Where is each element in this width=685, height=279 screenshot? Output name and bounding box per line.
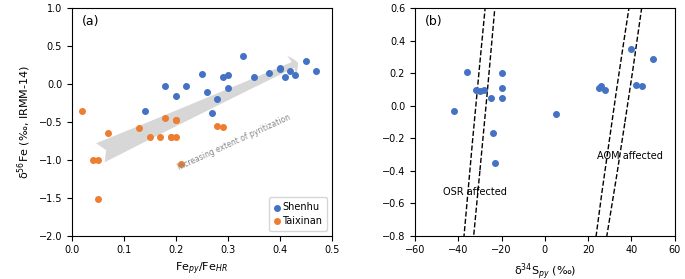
- Shenhu: [207, 111, 218, 115]
- Point: [596, 84, 607, 88]
- Shenhu: [197, 71, 208, 76]
- Point: [626, 47, 637, 51]
- Shenhu: [311, 69, 322, 73]
- Taixinan: [87, 158, 98, 162]
- Shenhu: [223, 86, 234, 90]
- Shenhu: [171, 93, 182, 98]
- Point: [496, 86, 507, 90]
- Shenhu: [139, 109, 150, 113]
- Shenhu: [223, 73, 234, 77]
- Shenhu: [285, 68, 296, 73]
- Shenhu: [249, 74, 260, 79]
- Taixinan: [92, 197, 103, 202]
- Taixinan: [171, 117, 182, 122]
- Taixinan: [165, 135, 176, 140]
- Shenhu: [238, 54, 249, 58]
- Point: [485, 95, 496, 100]
- Point: [487, 131, 498, 136]
- X-axis label: Fe$_{py}$/Fe$_{HR}$: Fe$_{py}$/Fe$_{HR}$: [175, 261, 228, 277]
- Shenhu: [279, 74, 290, 79]
- Text: (b): (b): [425, 15, 443, 28]
- Taixinan: [217, 125, 228, 130]
- Point: [496, 71, 507, 76]
- Point: [637, 84, 648, 88]
- Taixinan: [77, 109, 88, 113]
- Taixinan: [103, 131, 114, 136]
- Text: (a): (a): [82, 15, 100, 28]
- Point: [593, 86, 604, 90]
- Taixinan: [175, 162, 186, 166]
- X-axis label: δ$^{34}$S$_{py}$ (‰⁠): δ$^{34}$S$_{py}$ (‰⁠): [514, 261, 576, 279]
- Taixinan: [160, 116, 171, 121]
- Shenhu: [290, 73, 301, 77]
- Shenhu: [300, 59, 311, 64]
- Taixinan: [171, 135, 182, 140]
- Y-axis label: δ$^{56}$Fe (‰, IRMM-14): δ$^{56}$Fe (‰, IRMM-14): [16, 65, 33, 179]
- Point: [479, 87, 490, 92]
- Legend: Shenhu, Taixinan: Shenhu, Taixinan: [269, 197, 327, 231]
- Point: [462, 69, 473, 74]
- Taixinan: [155, 135, 166, 140]
- Point: [449, 109, 460, 113]
- Shenhu: [264, 71, 275, 75]
- Taixinan: [171, 117, 182, 122]
- Taixinan: [165, 135, 176, 140]
- Point: [496, 95, 507, 100]
- Shenhu: [181, 84, 192, 89]
- Shenhu: [160, 83, 171, 88]
- Shenhu: [274, 66, 285, 71]
- Point: [647, 56, 658, 61]
- Point: [550, 112, 561, 116]
- Point: [470, 87, 481, 92]
- Taixinan: [134, 126, 145, 130]
- Shenhu: [217, 74, 228, 79]
- Point: [600, 87, 611, 92]
- Text: OSR affected: OSR affected: [443, 187, 507, 197]
- Point: [475, 89, 486, 93]
- Taixinan: [92, 158, 103, 162]
- Shenhu: [274, 67, 285, 71]
- Taixinan: [145, 135, 155, 140]
- Text: Increasing extent of pyritization: Increasing extent of pyritization: [176, 113, 292, 172]
- Point: [490, 160, 501, 165]
- Point: [630, 83, 641, 87]
- Text: AOM affected: AOM affected: [597, 151, 662, 161]
- Taixinan: [212, 124, 223, 128]
- Shenhu: [212, 97, 223, 102]
- Shenhu: [201, 90, 212, 94]
